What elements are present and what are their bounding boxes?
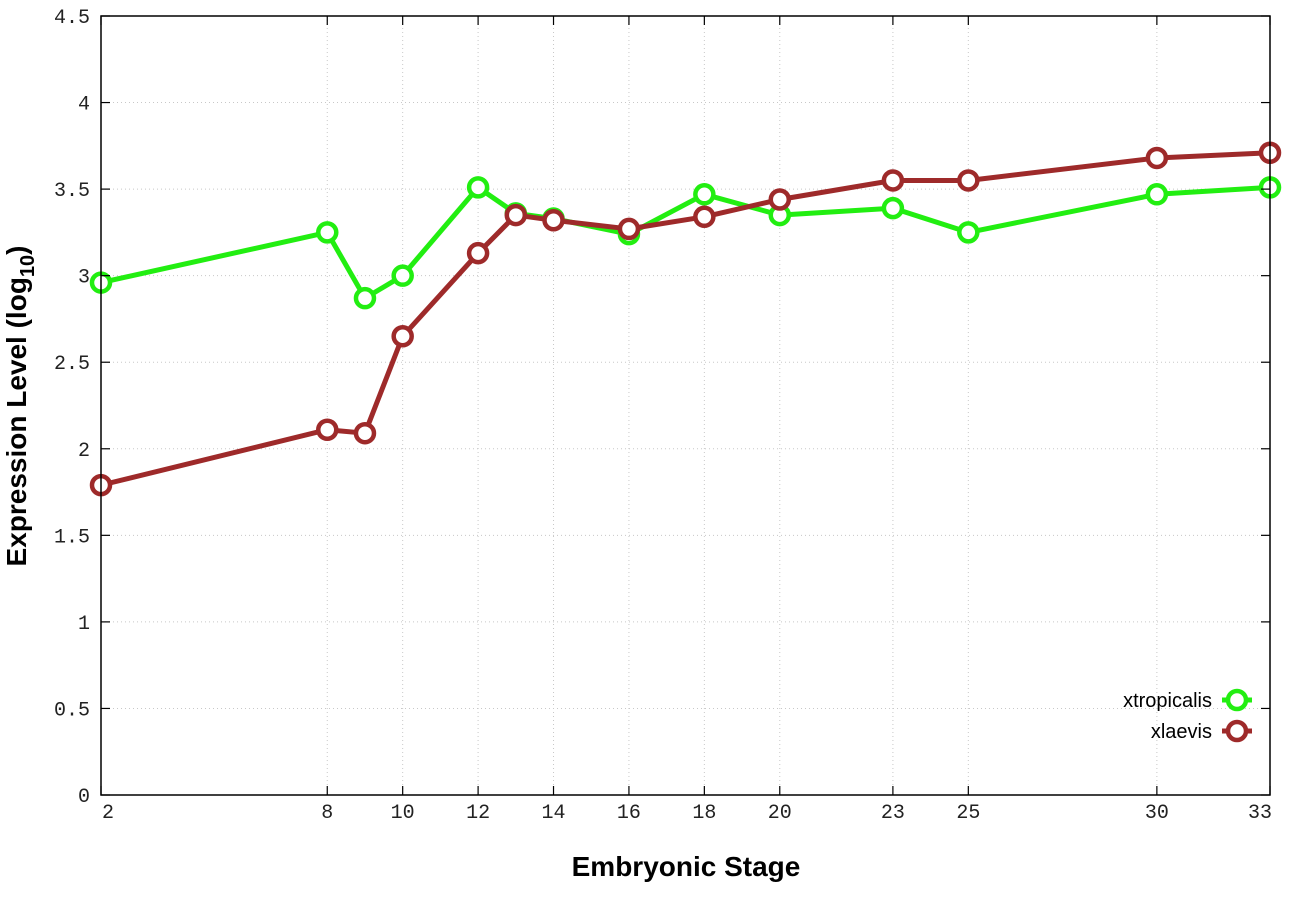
x-tick-label: 8 (321, 802, 333, 825)
data-point-xtropicalis (391, 264, 414, 287)
data-point-xlaevis (353, 421, 377, 445)
series-xlaevis (89, 141, 1282, 497)
data-point-xtropicalis (316, 221, 339, 244)
data-point-xtropicalis (693, 183, 716, 206)
series-line-xlaevis (100, 150, 1271, 488)
data-point-xlaevis (504, 203, 528, 227)
data-point-xlaevis (881, 169, 905, 192)
x-tick-label: 23 (881, 802, 905, 825)
data-point-xtropicalis (1145, 183, 1169, 206)
x-tick-label: 2 (102, 802, 114, 825)
x-tick-label: 18 (692, 802, 716, 825)
plot-frame (100, 15, 1271, 796)
legend-label: xlaevis (1151, 721, 1212, 743)
y-axis-title-close: ) (1, 246, 32, 255)
data-point-xtropicalis (353, 286, 377, 310)
y-tick-label: 2.5 (54, 353, 90, 376)
series-xtropicalis (89, 176, 1282, 310)
y-tick-label: 2 (78, 440, 90, 463)
legend-label: xtropicalis (1123, 690, 1212, 712)
x-tick-label: 20 (768, 802, 792, 825)
data-point-xtropicalis (466, 176, 490, 199)
y-tick-label: 1 (78, 613, 90, 636)
y-axis-title-main: Expression Level (log (1, 277, 32, 566)
y-tick-label: 0 (78, 786, 90, 809)
y-tick-label: 0.5 (54, 699, 90, 722)
grid-lines (101, 16, 1270, 795)
data-point-xlaevis (617, 217, 641, 241)
y-axis-title: Expression Level (log10) (1, 246, 39, 567)
legend-item-xlaevis: xlaevis (1151, 719, 1252, 743)
series-line-xtropicalis (100, 184, 1271, 301)
x-tick-label: 33 (1248, 802, 1272, 825)
y-axis-title-subscript: 10 (17, 255, 39, 277)
data-point-xlaevis (768, 188, 792, 211)
x-tick-label: 10 (391, 802, 415, 825)
y-tick-label: 3 (78, 267, 90, 290)
x-tick-label: 14 (542, 802, 566, 825)
data-point-xlaevis (542, 209, 565, 232)
legend: xtropicalis xlaevis (1123, 688, 1252, 743)
y-tick-label: 4 (78, 94, 90, 117)
legend-swatch-marker (1225, 688, 1249, 712)
data-point-xtropicalis (881, 196, 905, 220)
data-point-xtropicalis (957, 221, 980, 244)
x-tick-label: 12 (466, 802, 490, 825)
data-point-xlaevis (693, 205, 716, 229)
y-tick-label: 4.5 (54, 7, 90, 30)
series-layer (89, 141, 1282, 497)
x-axis-title: Embryonic Stage (572, 851, 801, 882)
legend-item-xtropicalis: xtropicalis (1123, 688, 1252, 712)
axis-ticks: 2 8 10 12 14 16 18 20 23 25 30 33 0 0.5 1 1.5 2 2.5 3 3.5 4 4… (54, 7, 1272, 825)
y-tick-label: 3.5 (54, 180, 90, 203)
data-point-xlaevis (1145, 146, 1169, 170)
data-point-xlaevis (466, 241, 490, 265)
x-tick-label: 16 (617, 802, 641, 825)
data-point-xlaevis (316, 418, 339, 441)
data-point-xlaevis (391, 325, 414, 348)
y-tick-label: 1.5 (54, 526, 90, 549)
x-tick-label: 30 (1145, 802, 1169, 825)
legend-swatch-marker (1225, 719, 1249, 743)
x-tick-label: 25 (956, 802, 980, 825)
data-point-xlaevis (957, 169, 980, 192)
